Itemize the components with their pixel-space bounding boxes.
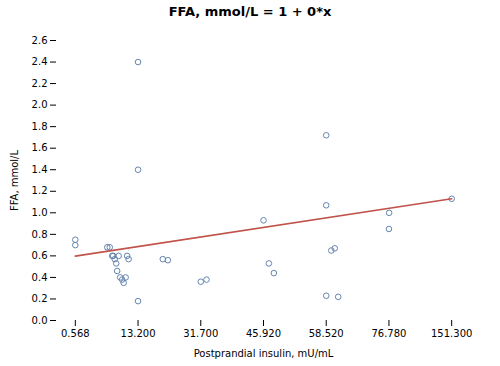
svg-text:0.568: 0.568: [61, 328, 90, 339]
svg-text:2.4: 2.4: [32, 56, 48, 67]
svg-text:58.520: 58.520: [309, 328, 344, 339]
svg-text:151.300: 151.300: [431, 328, 472, 339]
svg-text:1.0: 1.0: [32, 207, 48, 218]
svg-text:FFA, mmol/L: FFA, mmol/L: [9, 150, 20, 212]
svg-text:0.8: 0.8: [32, 229, 48, 240]
svg-text:0.4: 0.4: [32, 272, 48, 283]
svg-text:1.6: 1.6: [32, 142, 48, 153]
svg-text:1.8: 1.8: [32, 121, 48, 132]
svg-text:2.6: 2.6: [32, 35, 48, 46]
svg-text:0.2: 0.2: [32, 293, 48, 304]
svg-text:Postprandial insulin, mU/mL: Postprandial insulin, mU/mL: [194, 348, 334, 359]
svg-text:2.0: 2.0: [32, 99, 48, 110]
html-text:FFA, mmol/L = 1 + 0*x: FFA, mmol/L = 1 + 0*x: [168, 4, 332, 19]
svg-text:31.700: 31.700: [183, 328, 218, 339]
svg-text:45.920: 45.920: [246, 328, 281, 339]
svg-text:76.780: 76.780: [371, 328, 406, 339]
svg-text:1.4: 1.4: [32, 164, 48, 175]
svg-text:0.6: 0.6: [32, 250, 48, 261]
svg-text:1.2: 1.2: [32, 185, 48, 196]
svg-text:2.2: 2.2: [32, 78, 48, 89]
svg-text:13.200: 13.200: [121, 328, 156, 339]
svg-text:0.0: 0.0: [32, 315, 48, 326]
